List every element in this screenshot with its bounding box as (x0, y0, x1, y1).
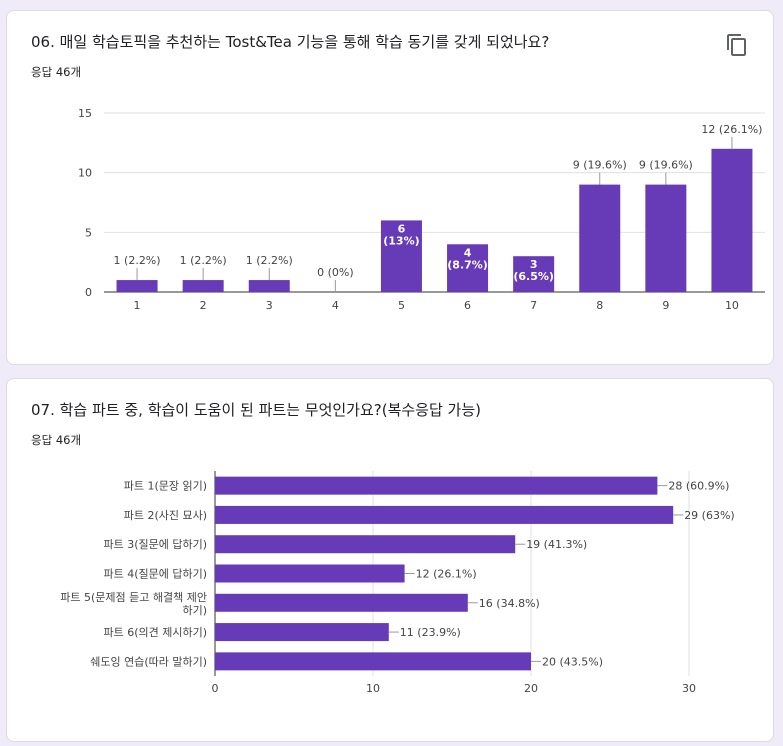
data-label: 28 (60.9%) (668, 480, 729, 493)
data-label: 6 (13%) (383, 222, 419, 247)
data-label: 9 (19.6%) (639, 159, 693, 172)
response-count: 응답 46개 (31, 65, 82, 79)
x-tick-label: 0 (212, 682, 219, 695)
copy-chart-button[interactable] (725, 33, 749, 57)
vertical-bar-chart: 0 5 10 15 1 1 (2.2%) 2 1 (2.2%) 3 1 (2.2%) 4 0 (0%)… (78, 107, 765, 312)
data-label: 12 (26.1%) (701, 123, 762, 136)
x-tick-label: 1 (134, 299, 141, 312)
bar (248, 280, 290, 292)
bar (182, 280, 224, 292)
bar (215, 476, 658, 495)
x-tick-label: 7 (530, 299, 537, 312)
data-label: 1 (2.2%) (114, 254, 161, 267)
x-tick-label: 9 (662, 299, 669, 312)
x-tick-label: 4 (332, 299, 339, 312)
y-category-label: 쉐도잉 연습(따라 말하기) (90, 654, 207, 668)
copy-icon (727, 34, 746, 56)
data-label: 12 (26.1%) (416, 568, 477, 581)
y-tick-label: 15 (78, 107, 92, 120)
bar (447, 244, 489, 292)
bar (215, 652, 531, 671)
data-label: 4 (8.7%) (447, 246, 488, 271)
data-label: 11 (23.9%) (400, 626, 461, 639)
bar (380, 220, 422, 292)
bar (513, 256, 555, 292)
question-card-07: 07. 학습 파트 중, 학습이 도움이 된 파트는 무엇인가요?(복수응답 가… (6, 378, 774, 742)
bar (711, 148, 753, 292)
x-tick-label: 10 (725, 299, 739, 312)
data-label: 9 (19.6%) (573, 159, 627, 172)
x-tick-label: 6 (464, 299, 471, 312)
y-category-label: 파트 5(문제점 듣고 해결책 제안 하기) (60, 590, 207, 617)
bar (215, 593, 468, 612)
data-label: 29 (63%) (684, 509, 735, 522)
data-label: 19 (41.3%) (526, 538, 587, 551)
response-count: 응답 46개 (31, 433, 82, 447)
bar (645, 184, 687, 292)
x-tick-label: 5 (398, 299, 405, 312)
y-tick-label: 5 (85, 226, 92, 239)
x-tick-label: 30 (682, 682, 696, 695)
y-category-label: 파트 4(질문에 답하기) (103, 567, 207, 581)
bar (215, 564, 405, 583)
y-category-label: 파트 2(사진 묘사) (124, 509, 207, 522)
x-tick-label: 8 (596, 299, 603, 312)
x-tick-label: 20 (524, 682, 538, 695)
data-label: 1 (2.2%) (180, 254, 227, 267)
data-label: 20 (43.5%) (542, 655, 603, 668)
y-category-label: 파트 6(의견 제시하기) (103, 625, 207, 639)
x-tick-label: 3 (266, 299, 273, 312)
y-category-label: 파트 1(문장 읽기) (124, 480, 207, 493)
x-tick-label: 10 (366, 682, 380, 695)
data-label: 1 (2.2%) (246, 254, 293, 267)
question-title: 06. 매일 학습토픽을 추천하는 Tost&Tea 기능을 통해 학습 동기를… (31, 33, 550, 51)
y-tick-label: 0 (85, 286, 92, 299)
question-card-06: 06. 매일 학습토픽을 추천하는 Tost&Tea 기능을 통해 학습 동기를… (6, 10, 774, 365)
y-tick-label: 10 (78, 167, 92, 180)
bar (215, 505, 674, 524)
data-label: 3 (6.5%) (513, 258, 554, 283)
bar (579, 184, 621, 292)
y-category-label: 파트 3(질문에 답하기) (103, 537, 207, 551)
bar (215, 623, 389, 642)
question-title: 07. 학습 파트 중, 학습이 도움이 된 파트는 무엇인가요?(복수응답 가… (31, 401, 482, 419)
bar (116, 280, 158, 292)
data-label: 0 (0%) (317, 266, 354, 279)
bar (215, 535, 516, 554)
x-tick-label: 2 (200, 299, 207, 312)
data-label: 16 (34.8%) (479, 597, 540, 610)
horizontal-bar-chart: 0 10 20 30 파트 1(문장 읽기) 28 (60.9%) 파트 2(사진 묘사) 2… (60, 471, 735, 695)
